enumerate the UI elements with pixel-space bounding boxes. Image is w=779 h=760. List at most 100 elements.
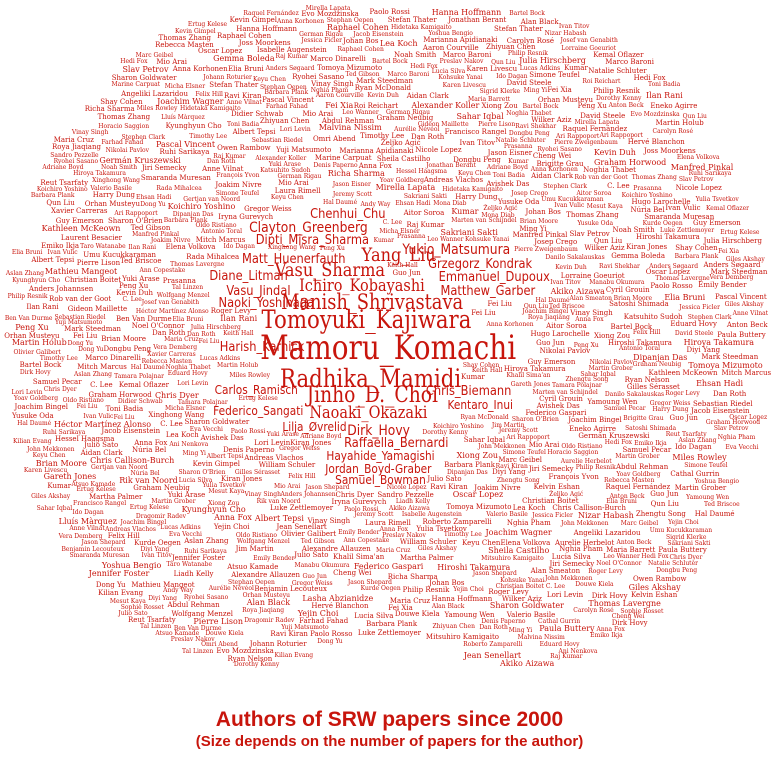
author-name: Manfred Pinkal bbox=[132, 231, 180, 239]
author-name: Paolo Rossi bbox=[230, 427, 266, 435]
author-name: Ted Briscoe bbox=[704, 501, 740, 509]
author-name: Nizar Habash bbox=[544, 29, 587, 37]
author-name: Graham Horwood bbox=[705, 419, 761, 427]
author-name: Lucia Silva bbox=[551, 552, 591, 561]
author-name: Vera Demberg bbox=[709, 274, 754, 282]
author-name: Lucia Silva bbox=[431, 68, 466, 76]
author-name: Taro Watanabe bbox=[166, 560, 213, 568]
author-name: Wilker Aziz bbox=[584, 244, 625, 253]
author-name: Akiko Aizawa bbox=[550, 287, 605, 297]
author-name: Zhiyuan Chen bbox=[432, 622, 475, 630]
author-name: Mark Steedman bbox=[64, 325, 122, 334]
author-name: Tomoya Mizumoto bbox=[688, 361, 763, 371]
author-name: Ravi Kiran bbox=[495, 462, 528, 470]
author-name: Johan Bos bbox=[525, 207, 561, 216]
author-name: Stefan Thater bbox=[209, 81, 259, 90]
author-name: Hal Daumé bbox=[130, 364, 165, 372]
author-name: Martin Holub bbox=[217, 362, 259, 370]
author-name: Anders Johannsen bbox=[280, 490, 336, 498]
author-name: Valerio Basile bbox=[90, 184, 132, 192]
author-name: Aurelie Herbelot bbox=[560, 457, 612, 465]
author-name: Yuji Matsumoto bbox=[281, 624, 329, 632]
author-name: Stephan Oepen bbox=[326, 16, 374, 24]
author-name: Noghia Thabet bbox=[165, 363, 211, 371]
author-name: Anna Fox bbox=[134, 438, 168, 447]
author-name: Mirella Lapata bbox=[375, 182, 436, 192]
author-name: Alan Black bbox=[520, 17, 559, 26]
author-name: Nicole Lopez bbox=[415, 145, 462, 154]
author-name: Guo Jun bbox=[669, 413, 698, 422]
author-name: Mark Steedman bbox=[710, 267, 768, 276]
author-name: Yusuke Oda bbox=[577, 220, 614, 228]
author-name: Olivier Galibert bbox=[13, 348, 61, 356]
author-name: Bartel Bock bbox=[509, 10, 545, 18]
author-name: Mio Arai bbox=[273, 483, 301, 491]
author-name: Malvina Nissim bbox=[318, 123, 382, 133]
author-name: Lilja_Øvrelid bbox=[281, 420, 347, 434]
author-name: Hiroshi Takamura bbox=[608, 338, 672, 347]
author-name: Mio Arai bbox=[156, 57, 188, 66]
author-name: Gemma Boleda bbox=[611, 252, 665, 261]
author-name: Johann Roturier bbox=[203, 74, 252, 82]
author-name: Hessel Haagsma bbox=[396, 168, 447, 175]
author-name: Noah Smith bbox=[612, 226, 655, 235]
author-name: Johan Bos bbox=[429, 579, 465, 588]
author-name: Rob van der Goot bbox=[49, 294, 112, 303]
author-name: Paolo Rossi bbox=[369, 7, 410, 16]
author-name: Yusuke Oda bbox=[497, 198, 540, 207]
author-word-cloud: Mamoru_Komachi Tomoyuki_Kajiwara Radhika_M… bbox=[4, 5, 771, 668]
author-name: Lluís Màrquez bbox=[58, 516, 117, 526]
author-name: Kumar bbox=[373, 236, 394, 244]
author-name: Smaranda Muresan bbox=[69, 551, 130, 559]
author-name: Mitsuhiro Kamigaito bbox=[481, 555, 544, 563]
author-name: Aslan Zhang bbox=[678, 437, 717, 445]
author-name: Hugo Larochelle bbox=[631, 197, 691, 206]
author-name: Albert Tepsi bbox=[254, 514, 304, 524]
author-name: Karen Livescu bbox=[466, 65, 518, 74]
author-name: Carolyn Rosé bbox=[573, 606, 614, 614]
author-name: Ruhi Sarikaya bbox=[159, 147, 210, 156]
author-name: Yuki Arase bbox=[122, 274, 160, 283]
author-name: Mirella Lapata bbox=[574, 119, 620, 127]
author-name: Dorothy Kenny bbox=[422, 428, 468, 436]
author-name: Timothy Lee bbox=[360, 132, 405, 141]
author-name: Lucas Adkins bbox=[160, 524, 201, 532]
author-name: Guo Jun bbox=[650, 490, 679, 499]
author-name: Guo Jun bbox=[302, 573, 327, 581]
author-name: Ivan Vulic bbox=[665, 204, 701, 213]
author-name: C. Lee bbox=[160, 419, 183, 428]
author-name: Toni Badia bbox=[105, 405, 144, 414]
author-name: Jiri Semecky bbox=[141, 163, 187, 172]
author-name: Keith Hall bbox=[223, 329, 254, 337]
author-name: Farhad Fahad bbox=[265, 103, 308, 111]
author-name: Anton Beck bbox=[616, 538, 652, 546]
author-name: Marianna Apidianaki bbox=[423, 36, 498, 45]
author-name: Ivan Vulic bbox=[83, 412, 114, 420]
author-name: Kemal Oflazer bbox=[593, 51, 644, 60]
author-name: Umu Kucukkaraman bbox=[83, 250, 157, 259]
author-name: Eduard Hovy bbox=[167, 370, 208, 378]
author-name: Luke Zettlemoyer bbox=[357, 628, 421, 637]
author-name: Eneko Agirre bbox=[650, 101, 698, 110]
author-name: Joakim Nivre bbox=[150, 236, 191, 244]
author-name: Pierre Lison bbox=[193, 616, 243, 626]
author-name: Emiko Ikja bbox=[41, 241, 80, 250]
author-name: Gilles Sérasset bbox=[626, 382, 680, 391]
author-name: Raffaella_Bernardi bbox=[343, 435, 448, 451]
author-name: Brigitte Grau bbox=[623, 414, 664, 422]
author-name: Rebecca Masten bbox=[141, 357, 192, 365]
author-name: Miles Rowley bbox=[672, 452, 727, 462]
author-name: Cathal Gurrin bbox=[670, 469, 720, 478]
author-name: Ted Gibson bbox=[345, 71, 380, 79]
author-name: Guy Emerson bbox=[527, 357, 576, 366]
author-name: Mathieu Mangeot bbox=[44, 267, 118, 277]
author-name: Elia Bruni bbox=[227, 64, 264, 73]
author-name: Sebastian Riedel bbox=[251, 137, 303, 145]
author-name: John Mekkonen bbox=[478, 443, 526, 451]
author-name: Keith Hall bbox=[387, 261, 418, 269]
author-name: Denis Paperno bbox=[313, 161, 358, 169]
author-name: Ilan Rani bbox=[26, 303, 59, 312]
author-name: Antonio Toral bbox=[618, 345, 660, 353]
author-name: Preslav Nakov bbox=[170, 635, 215, 643]
author-name: Aurélie Névéol bbox=[208, 585, 254, 593]
